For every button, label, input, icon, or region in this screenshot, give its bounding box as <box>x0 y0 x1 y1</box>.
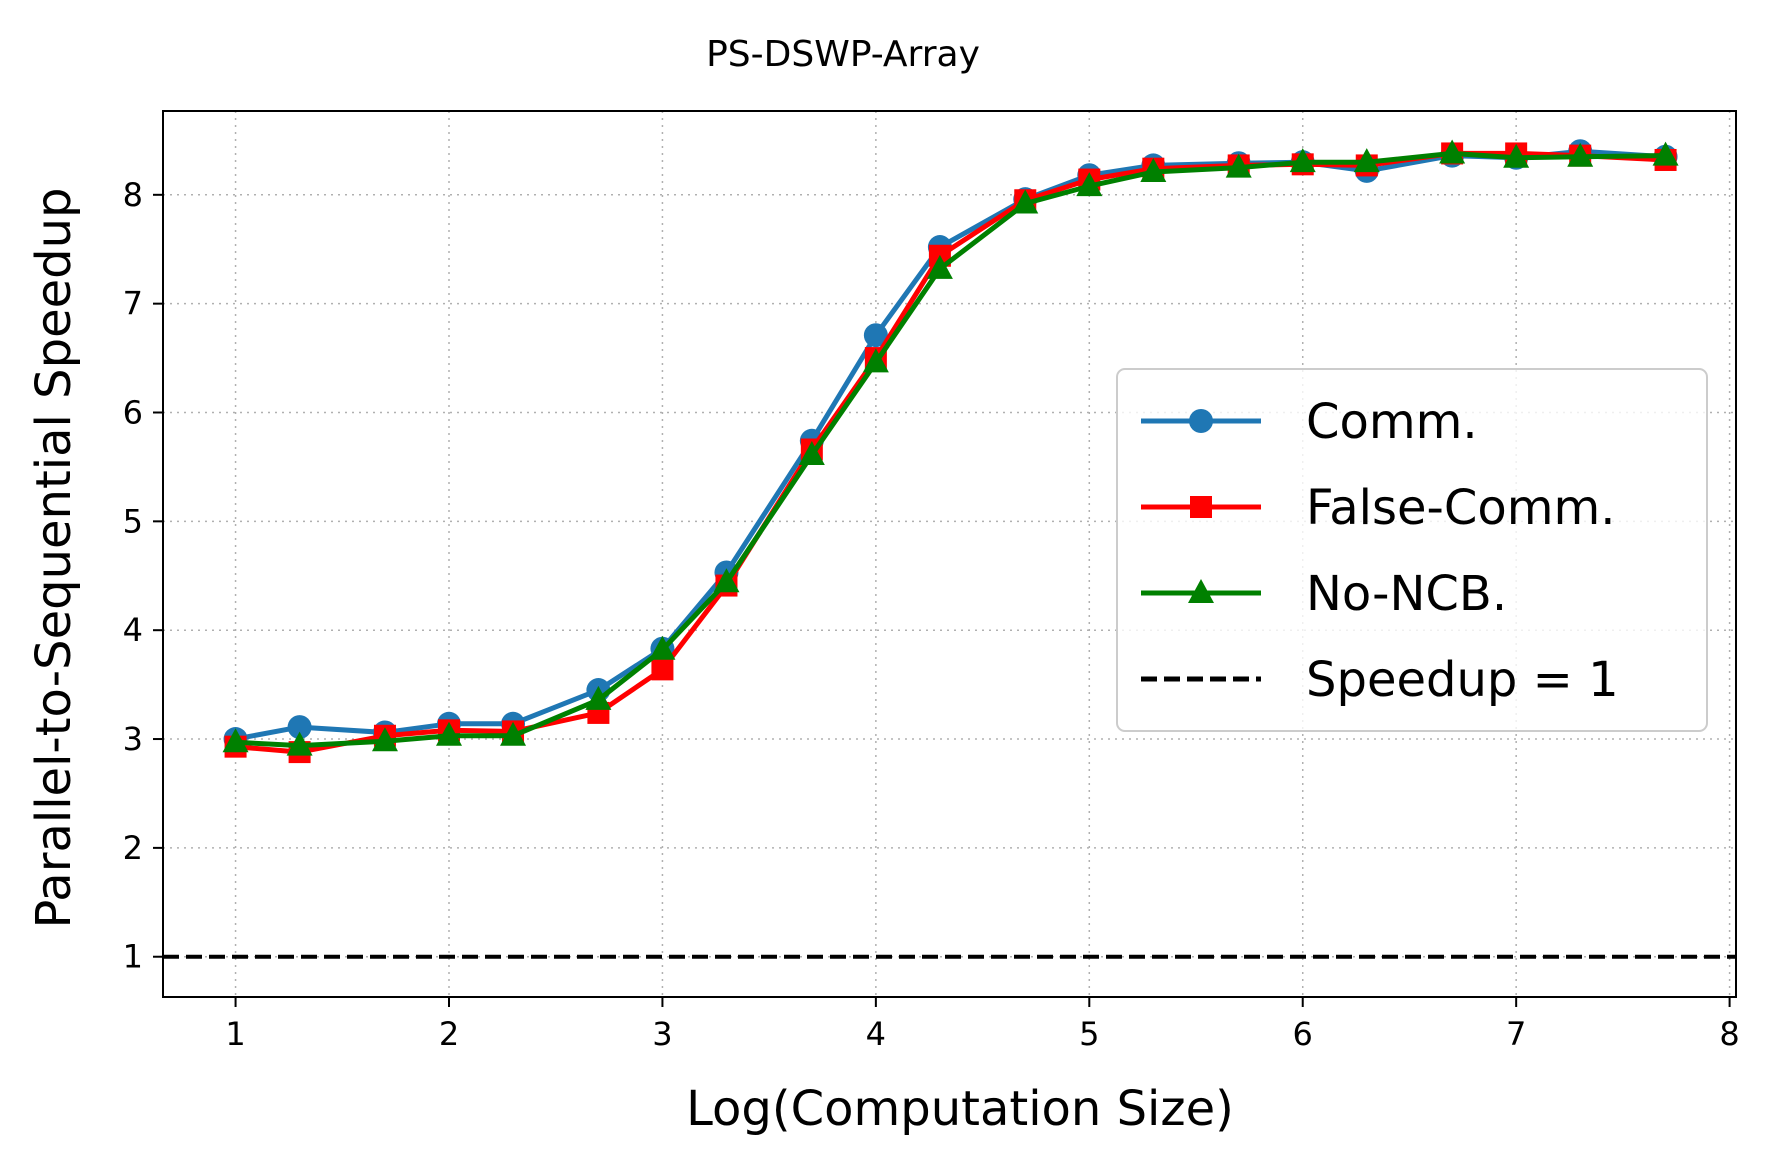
y-tick-label: 7 <box>123 285 143 323</box>
x-axis-label: Log(Computation Size) <box>686 1081 1234 1137</box>
data-point <box>436 721 462 746</box>
legend-marker <box>1189 409 1213 433</box>
x-tick-label: 7 <box>1506 1015 1526 1053</box>
legend: Comm. False-Comm. No-NCB. Speedup = 1 <box>1116 368 1708 732</box>
x-tick-label: 1 <box>225 1015 245 1053</box>
chart-title: PS-DSWP-Array <box>706 34 980 75</box>
y-tick-label: 4 <box>123 611 143 649</box>
legend-item: No-NCB. <box>1141 566 1507 622</box>
data-point <box>1652 141 1679 166</box>
legend-box <box>1116 368 1708 732</box>
legend-marker <box>1190 496 1212 518</box>
data-point <box>713 568 740 593</box>
series-no-ncb <box>222 139 1679 756</box>
legend-label: False-Comm. <box>1306 480 1615 536</box>
x-tick-label: 5 <box>1079 1015 1099 1053</box>
data-point <box>1076 172 1103 197</box>
y-tick-label: 6 <box>123 394 143 432</box>
data-point <box>1225 153 1252 178</box>
data-point <box>222 728 249 753</box>
x-tick-label: 3 <box>652 1015 672 1053</box>
y-tick-label: 2 <box>123 829 143 867</box>
legend-marker <box>1188 579 1214 603</box>
data-point <box>500 721 527 746</box>
y-tick-label: 8 <box>123 176 143 214</box>
data-point <box>1439 139 1466 164</box>
data-point <box>798 440 825 465</box>
data-point <box>926 254 953 279</box>
data-point <box>1012 189 1039 214</box>
data-point <box>1353 148 1380 173</box>
series-group <box>222 139 1679 764</box>
data-point <box>863 323 888 348</box>
y-tick-label: 3 <box>123 720 143 758</box>
data-point <box>862 348 889 373</box>
legend-label: Speedup = 1 <box>1306 652 1619 708</box>
x-tick-label: 8 <box>1719 1015 1739 1053</box>
legend-item: Speedup = 1 <box>1141 652 1619 708</box>
x-tick-label: 6 <box>1293 1015 1313 1053</box>
axis-ticks: 1 2 3 4 5 6 7 8 1 2 3 4 5 6 7 8 <box>123 176 1740 1053</box>
data-point <box>1289 148 1316 173</box>
y-axis-label: Parallel-to-Sequential Speedup <box>26 188 82 929</box>
legend-item: False-Comm. <box>1141 480 1615 536</box>
data-point <box>651 658 674 681</box>
data-point <box>1503 143 1530 168</box>
data-point <box>649 635 676 660</box>
x-tick-label: 4 <box>866 1015 886 1053</box>
data-point <box>286 731 313 756</box>
y-tick-label: 1 <box>123 938 143 976</box>
legend-label: No-NCB. <box>1306 566 1507 622</box>
data-point <box>1140 157 1167 182</box>
x-tick-label: 2 <box>439 1015 459 1053</box>
plot-frame <box>162 110 1737 998</box>
y-tick-label: 5 <box>123 502 143 540</box>
data-point <box>585 685 612 710</box>
legend-label: Comm. <box>1306 394 1478 450</box>
legend-item: Comm. <box>1141 394 1478 450</box>
data-point <box>1567 142 1594 167</box>
data-point <box>371 727 398 752</box>
data-point <box>287 715 312 740</box>
